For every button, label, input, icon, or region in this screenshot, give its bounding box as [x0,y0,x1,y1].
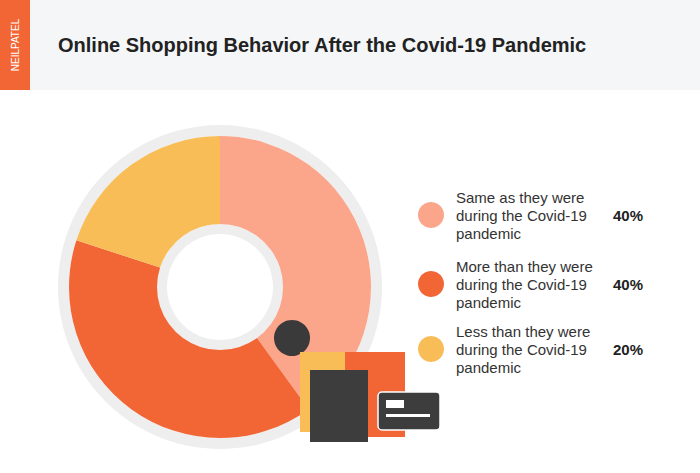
svg-text:40%: 40% [613,207,643,224]
svg-text:during the Covid-19: during the Covid-19 [456,341,591,358]
svg-text:Less than they were: Less than they were [456,323,594,340]
svg-text:during the Covid-19: during the Covid-19 [456,276,591,293]
svg-text:Online Shopping Behavior After: Online Shopping Behavior After the Covid… [58,34,586,56]
svg-text:pandemic: pandemic [456,225,522,242]
svg-text:40%: 40% [613,276,643,293]
svg-text:20%: 20% [613,341,643,358]
svg-text:pandemic: pandemic [456,359,522,376]
svg-text:pandemic: pandemic [456,294,522,311]
svg-text:during the Covid-19: during the Covid-19 [456,207,591,224]
svg-text:Same as they were: Same as they were [456,189,589,206]
svg-text:More than they were: More than they were [456,258,597,275]
svg-text:NEILPATEL: NEILPATEL [10,18,21,71]
